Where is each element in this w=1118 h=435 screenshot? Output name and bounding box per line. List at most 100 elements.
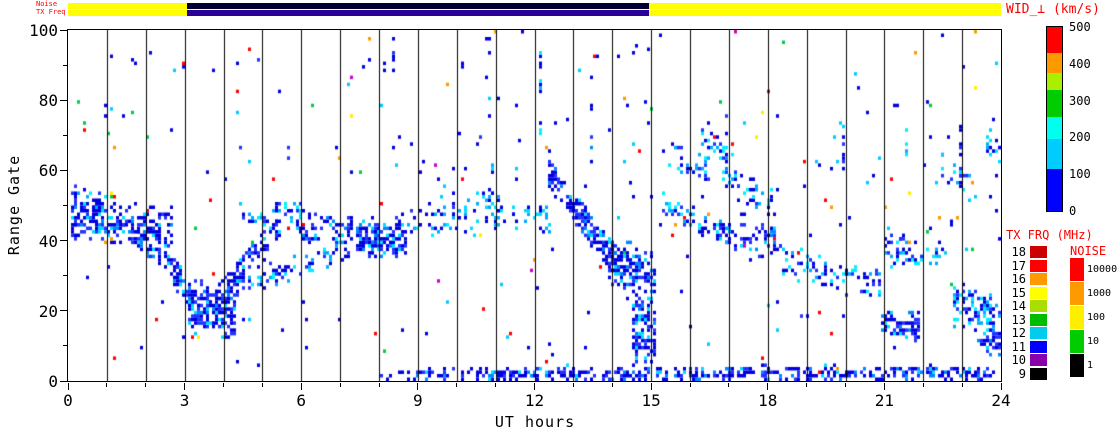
x-minor-tick (300, 383, 302, 387)
x-minor-tick (495, 383, 497, 387)
y-tick-label: 100 (29, 21, 58, 40)
x-minor-tick (67, 383, 69, 387)
strip-segment (649, 3, 1001, 9)
y-minor-tick (63, 99, 67, 101)
noise-strip (68, 3, 1001, 9)
colorbar-tick-label: 0 (1069, 204, 1077, 218)
x-minor-tick (1000, 383, 1002, 387)
top-strips (68, 3, 1001, 16)
txfrq-color-swatch (1030, 246, 1047, 258)
y-minor-tick (63, 134, 67, 136)
y-tick-label: 40 (38, 231, 58, 251)
strip-segment (68, 3, 187, 9)
strip-segment (186, 3, 650, 9)
plot-area (67, 29, 1002, 382)
colorbar-tick-label: 200 (1069, 130, 1091, 145)
colorbar-segment (1047, 27, 1062, 53)
colorbar-segment (1047, 52, 1062, 73)
y-axis-label: Range Gate (5, 154, 23, 256)
x-minor-tick (689, 383, 691, 387)
noise-color-swatch (1070, 354, 1084, 377)
noise-value-label: 100 (1087, 312, 1106, 323)
x-minor-tick (106, 383, 108, 387)
noise-color-swatch (1070, 330, 1084, 353)
txfrq-color-swatch (1030, 340, 1047, 353)
txfrq-value-label: 14 (1011, 299, 1026, 313)
x-minor-tick (184, 383, 186, 387)
txfrq-color-swatch (1030, 259, 1047, 272)
y-minor-tick (63, 240, 67, 242)
colorbar-segment (1047, 168, 1062, 211)
x-minor-tick (572, 383, 574, 387)
y-tick-label: 60 (38, 161, 58, 181)
y-minor-tick (63, 169, 67, 171)
wid-colorbar (1046, 26, 1063, 212)
x-minor-tick (261, 383, 263, 387)
x-minor-tick (456, 383, 458, 387)
y-major-tick (60, 29, 67, 31)
txfrq-value-label: 16 (1011, 272, 1026, 286)
x-minor-tick (534, 383, 535, 387)
noise-strip-label: Noise (36, 0, 58, 8)
txfrq-value-label: 11 (1011, 339, 1026, 354)
x-tick-label: 18 (758, 391, 778, 410)
noise-value-label: 1 (1087, 360, 1094, 371)
y-minor-tick (63, 205, 67, 206)
x-minor-tick (339, 383, 341, 387)
strip-segment (186, 10, 650, 16)
x-minor-tick (845, 383, 846, 387)
txfrq-value-label: 18 (1011, 245, 1026, 259)
x-tick-label: 12 (524, 391, 545, 410)
colorbar-title: WID_⊥ (km/s) (1006, 2, 1100, 17)
x-minor-tick (378, 383, 380, 387)
x-tick-label: 3 (179, 391, 190, 410)
tx-freq-strip (68, 10, 1001, 16)
y-tick-label: 0 (48, 372, 58, 391)
noise-value-label: 1000 (1087, 288, 1112, 299)
x-tick-label: 24 (991, 391, 1011, 410)
colorbar-segment (1047, 89, 1062, 118)
noise-color-swatch (1070, 306, 1084, 329)
x-minor-tick (806, 383, 808, 387)
scatter-canvas (68, 30, 1001, 381)
strip-segment (68, 10, 187, 16)
colorbar-tick-label: 300 (1069, 93, 1091, 108)
txfreq-strip-label: TX Freq (36, 8, 66, 16)
y-minor-tick (63, 345, 67, 347)
x-tick-label: 15 (641, 391, 661, 410)
txfrq-color-swatch (1030, 286, 1047, 299)
colorbar-tick-label: 400 (1069, 56, 1091, 71)
txfrq-color-swatch (1030, 313, 1047, 326)
x-minor-tick (728, 383, 730, 387)
x-minor-tick (922, 383, 924, 387)
txfrq-value-label: 10 (1011, 353, 1026, 367)
txfrq-value-label: 15 (1011, 285, 1026, 300)
txfrq-color-swatch (1030, 300, 1047, 312)
x-minor-tick (417, 383, 419, 387)
x-axis-label: UT hours (494, 413, 576, 431)
x-minor-tick (145, 383, 147, 387)
noise-legend-title: NOISE (1070, 244, 1107, 258)
colorbar-segment (1047, 73, 1062, 90)
strip-segment (649, 10, 1001, 16)
txfrq-value-label: 12 (1011, 326, 1026, 340)
y-minor-tick (63, 275, 67, 277)
x-tick-label: 0 (63, 391, 73, 410)
noise-color-swatch (1070, 258, 1084, 281)
x-minor-tick (883, 383, 885, 387)
x-tick-label: 9 (413, 391, 423, 410)
noise-value-label: 10 (1087, 336, 1100, 347)
x-tick-label: 21 (874, 391, 895, 410)
txfrq-value-label: 17 (1011, 258, 1026, 273)
y-minor-tick (63, 64, 67, 66)
colorbar-segment (1047, 139, 1062, 169)
x-minor-tick (223, 383, 224, 387)
y-tick-label: 80 (38, 91, 58, 111)
noise-color-swatch (1070, 282, 1084, 305)
txfrq-color-swatch (1030, 367, 1047, 380)
noise-legend: 10000 1000 100 10 1 (1070, 258, 1118, 383)
txfrq-value-label: 9 (1018, 366, 1026, 381)
txfrq-color-swatch (1030, 273, 1047, 285)
x-minor-tick (650, 383, 652, 387)
